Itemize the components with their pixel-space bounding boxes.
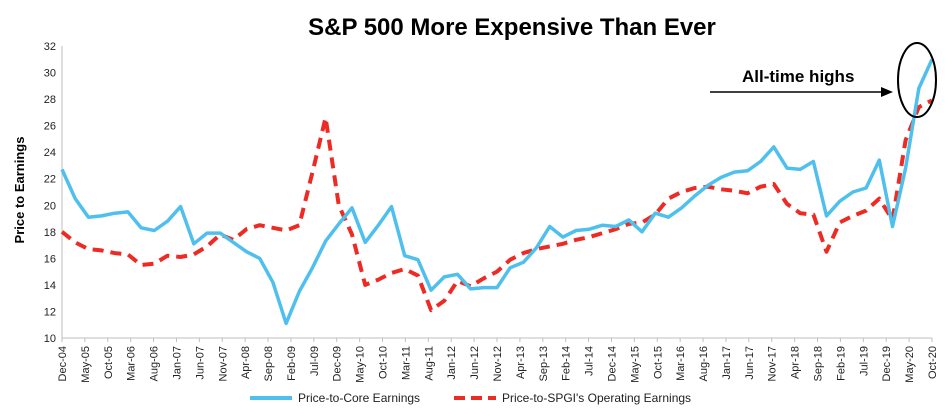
- x-tick-label: Nov-07: [217, 346, 229, 381]
- x-tick-label: Jun-07: [194, 346, 206, 380]
- x-tick-label: Mar-06: [126, 346, 138, 381]
- y-tick-label: 10: [44, 333, 56, 345]
- legend: Price-to-Core Earnings Price-to-SPGI's O…: [250, 391, 691, 405]
- legend-label-spgi: Price-to-SPGI's Operating Earnings: [502, 391, 691, 405]
- x-tick-label: Oct-15: [652, 346, 664, 379]
- x-axis-ticks: Dec-04 May-05 Oct-05 Mar-06 Aug-06 Jan-07 Jun-…: [57, 338, 939, 383]
- annotation-arrow-head: [881, 87, 893, 97]
- x-tick-label: Nov-12: [492, 346, 504, 381]
- x-tick-label: Apr-08: [240, 346, 252, 379]
- x-tick-label: Jan-12: [446, 346, 458, 380]
- y-tick-label: 28: [44, 94, 56, 106]
- y-tick-label: 22: [44, 174, 56, 186]
- chart-title: S&P 500 More Expensive Than Ever: [308, 14, 716, 41]
- annotation-ellipse: [897, 42, 937, 118]
- x-tick-label: Jul-09: [309, 346, 321, 376]
- x-tick-label: Aug-16: [698, 346, 710, 381]
- y-tick-label: 24: [44, 147, 56, 159]
- x-tick-label: May-10: [355, 346, 367, 383]
- x-tick-label: Dec-14: [606, 346, 618, 381]
- y-axis-ticks: 10 12 14 16 18 20 22 24 26 28 30 32: [44, 41, 56, 345]
- x-tick-label: Jan-07: [171, 346, 183, 380]
- x-tick-label: Oct-10: [378, 346, 390, 379]
- x-tick-label: Jul-14: [584, 346, 596, 376]
- y-tick-label: 16: [44, 253, 56, 265]
- x-tick-label: Dec-09: [332, 346, 344, 381]
- legend-label-core: Price-to-Core Earnings: [298, 391, 420, 405]
- y-tick-label: 30: [44, 68, 56, 80]
- annotation-text: All-time highs: [742, 67, 854, 86]
- y-axis-label: Price to Earnings: [12, 137, 27, 244]
- y-tick-label: 32: [44, 41, 56, 53]
- x-tick-label: Jul-19: [858, 346, 870, 376]
- x-tick-label: Dec-04: [57, 346, 69, 381]
- x-tick-label: Dec-19: [881, 346, 893, 381]
- y-tick-label: 20: [44, 200, 56, 212]
- x-tick-label: Oct-20: [927, 346, 939, 379]
- x-tick-label: Apr-18: [790, 346, 802, 379]
- y-tick-label: 26: [44, 121, 56, 133]
- x-tick-label: Jun-17: [744, 346, 756, 380]
- x-tick-label: Feb-19: [835, 346, 847, 381]
- series-layer: [60, 58, 934, 326]
- series-line-spgi-operating-earnings: [60, 98, 933, 313]
- x-tick-label: Jan-17: [721, 346, 733, 380]
- x-tick-label: Sep-08: [263, 346, 275, 381]
- y-tick-label: 14: [44, 280, 56, 292]
- x-tick-label: Feb-14: [561, 346, 573, 381]
- x-tick-label: Jun-12: [469, 346, 481, 380]
- x-tick-label: Aug-11: [423, 346, 435, 381]
- x-tick-label: May-20: [904, 346, 916, 383]
- x-tick-label: May-05: [80, 346, 92, 383]
- x-tick-label: Mar-16: [675, 346, 687, 381]
- x-tick-label: Nov-17: [767, 346, 779, 381]
- y-tick-label: 18: [44, 227, 56, 239]
- y-tick-label: 12: [44, 306, 56, 318]
- x-tick-label: Feb-09: [286, 346, 298, 381]
- series-line-core-earnings: [60, 58, 934, 326]
- x-tick-label: Mar-11: [400, 346, 412, 380]
- x-tick-label: Aug-06: [149, 346, 161, 381]
- x-tick-label: Sep-18: [813, 346, 825, 381]
- x-tick-label: Sep-13: [538, 346, 550, 381]
- x-tick-label: Apr-13: [515, 346, 527, 379]
- x-tick-label: Oct-05: [103, 346, 115, 379]
- x-tick-label: May-15: [629, 346, 641, 383]
